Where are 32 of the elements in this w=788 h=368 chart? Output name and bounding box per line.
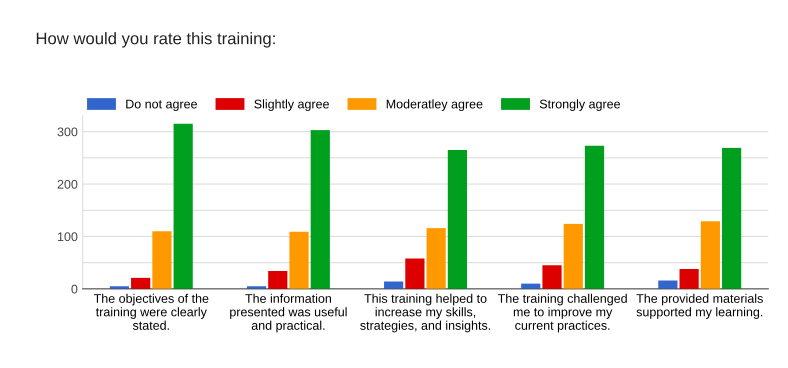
bar	[564, 224, 583, 289]
x-tick-label: The training challenged me to improve my current practices.	[498, 294, 627, 332]
x-tick-label: The provided materials supported my learning.	[636, 294, 763, 319]
legend-label: Do not agree	[126, 100, 197, 111]
bar	[722, 148, 742, 289]
legend-label: Slightly agree	[254, 99, 329, 111]
chart-title: How would you rate this training:	[36, 32, 275, 48]
bar	[131, 278, 150, 289]
x-tick-label: The information presented was useful and practical.	[230, 294, 347, 332]
bar	[152, 231, 172, 289]
bar	[542, 265, 562, 289]
bar	[584, 146, 604, 289]
bar	[405, 258, 424, 289]
x-tick-label: This training helped to increase my skills, strategies, and insights.	[360, 294, 490, 332]
y-tick-label: 200	[58, 180, 78, 189]
legend-label: Strongly agree	[540, 99, 620, 111]
legend-label: Moderatley agree	[386, 99, 482, 111]
bar	[384, 282, 404, 289]
x-tick-label: The objectives of the training were clearly stated.	[94, 294, 208, 330]
bar	[310, 130, 330, 289]
y-tick-label: 100	[58, 232, 78, 242]
bar	[658, 280, 678, 289]
bar	[448, 150, 467, 289]
bar	[268, 271, 288, 289]
bar	[680, 268, 699, 289]
bar	[174, 124, 193, 289]
bar	[426, 228, 446, 289]
bar	[700, 221, 720, 289]
y-tick-label: 0	[71, 284, 78, 294]
y-tick-label: 300	[58, 127, 78, 136]
bar	[521, 284, 540, 289]
bar	[289, 232, 309, 289]
